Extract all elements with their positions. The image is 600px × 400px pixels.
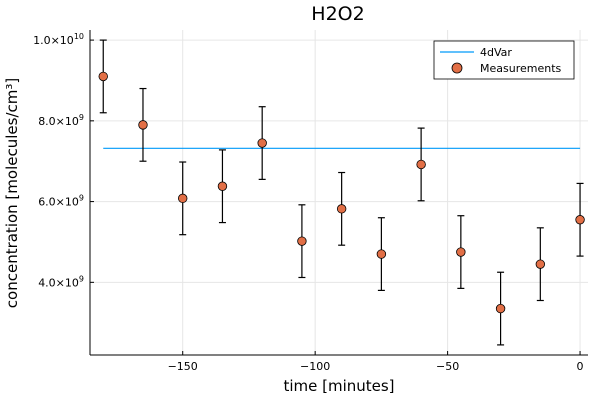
- y-axis-label: concentration [molecules/cm³]: [3, 78, 21, 308]
- data-point: [535, 259, 546, 269]
- x-tick-label: 0: [577, 360, 584, 373]
- axes: [89, 30, 588, 356]
- y-tick-label: 6.0×109: [38, 194, 84, 209]
- y-ticks: 4.0×109 6.0×109 8.0×109 1.0×1010: [33, 32, 94, 289]
- data-point: [257, 138, 267, 148]
- data-point: [416, 159, 426, 170]
- data-point: [495, 303, 506, 314]
- x-tick-label: −100: [300, 360, 330, 373]
- grid-lines: [90, 30, 588, 355]
- data-point: [376, 249, 387, 259]
- series-measurements: [98, 39, 585, 346]
- data-point: [98, 71, 108, 82]
- legend: 4dVar Measurements: [433, 40, 575, 80]
- x-tick-label: −50: [436, 360, 459, 373]
- x-tick-label: −150: [168, 360, 198, 373]
- data-point: [138, 120, 148, 130]
- x-ticks: −150 −100 −50 0: [168, 351, 584, 373]
- data-point: [178, 193, 188, 204]
- legend-swatch-measurements: [451, 62, 463, 74]
- y-tick-label: 8.0×109: [38, 113, 84, 128]
- y-tick-label: 4.0×109: [38, 274, 84, 289]
- data-point: [575, 215, 585, 225]
- data-point: [217, 181, 228, 191]
- data-point: [297, 236, 307, 246]
- data-point: [336, 204, 347, 214]
- data-point: [456, 247, 466, 257]
- y-tick-label: 1.0×1010: [33, 32, 84, 47]
- chart-title: H2O2: [311, 3, 364, 25]
- x-axis-label: time [minutes]: [283, 377, 394, 395]
- legend-label-measurements: Measurements: [480, 62, 562, 75]
- legend-label-4dvar: 4dVar: [480, 46, 512, 59]
